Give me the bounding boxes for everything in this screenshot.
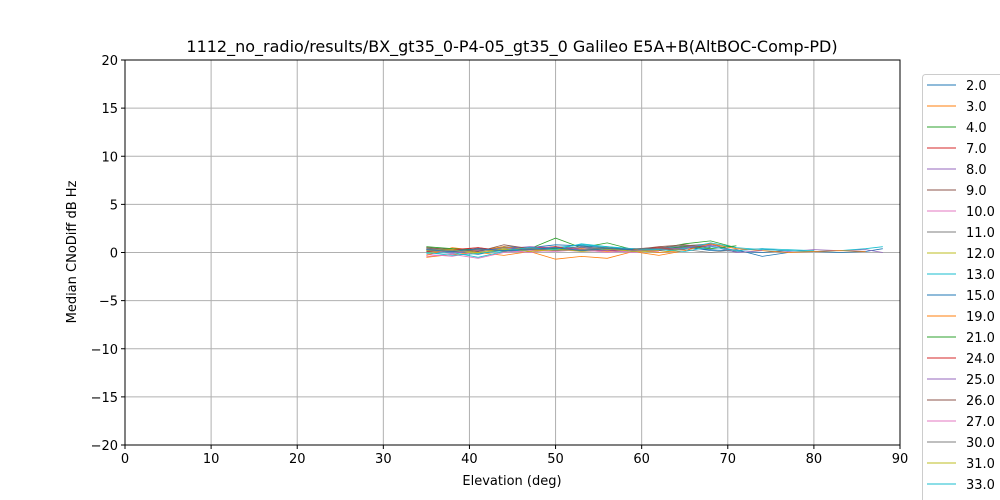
y-tick-label: −10 (91, 343, 118, 358)
x-tick-label: 50 (547, 452, 564, 467)
x-tick-label: 10 (203, 452, 220, 467)
y-tick-label: 10 (101, 150, 118, 165)
x-tick-label: 90 (892, 452, 909, 467)
legend-label-12.0: 12.0 (966, 247, 995, 262)
legend-box (922, 74, 1000, 500)
x-tick-label: 20 (289, 452, 306, 467)
legend-label-26.0: 26.0 (966, 394, 995, 409)
axis-ticks: 0 10 20 30 40 50 60 70 80 90 −20 −15 −10 −5 0 5 10 15 20 (91, 54, 909, 467)
legend-label-31.0: 31.0 (966, 457, 995, 472)
legend-label-21.0: 21.0 (966, 331, 995, 346)
legend-label-15.0: 15.0 (966, 289, 995, 304)
legend-label-19.0: 19.0 (966, 310, 995, 325)
legend-label-10.0: 10.0 (966, 205, 995, 220)
series-line-34.0 (426, 247, 634, 252)
legend-label-2.0: 2.0 (966, 79, 987, 94)
legend-label-33.0: 33.0 (966, 478, 995, 493)
legend-label-3.0: 3.0 (966, 100, 987, 115)
series-line-31.0 (426, 248, 659, 253)
legend-label-11.0: 11.0 (966, 226, 995, 241)
x-tick-label: 30 (375, 452, 392, 467)
legend: 2.0 3.0 4.0 7.0 8.0 9.0 10.0 11.0 12.0 13.0 15.0 19… (922, 74, 1000, 500)
series-line-33.0 (426, 243, 814, 256)
chart-title: 1112_no_radio/results/BX_gt35_0-P4-05_gt… (186, 37, 837, 57)
y-tick-label: 0 (110, 247, 118, 262)
y-tick-label: 15 (101, 102, 118, 117)
legend-label-7.0: 7.0 (966, 142, 987, 157)
series-line-30.0 (426, 247, 737, 253)
legend-label-4.0: 4.0 (966, 121, 987, 136)
legend-label-8.0: 8.0 (966, 163, 987, 178)
legend-label-13.0: 13.0 (966, 268, 995, 283)
x-tick-label: 80 (806, 452, 823, 467)
legend-label-30.0: 30.0 (966, 436, 995, 451)
x-tick-label: 70 (720, 452, 737, 467)
y-tick-label: −20 (91, 439, 118, 454)
y-tick-label: 20 (101, 54, 118, 69)
legend-label-9.0: 9.0 (966, 184, 987, 199)
x-tick-label: 60 (633, 452, 650, 467)
x-tick-label: 40 (461, 452, 478, 467)
legend-label-25.0: 25.0 (966, 373, 995, 388)
series-lines (426, 237, 883, 260)
y-axis-label: Median CNoDiff dB Hz (65, 180, 80, 323)
x-tick-label: 0 (121, 452, 129, 467)
x-axis-label: Elevation (deg) (462, 474, 561, 489)
legend-label-24.0: 24.0 (966, 352, 995, 367)
legend-label-27.0: 27.0 (966, 415, 995, 430)
y-tick-label: 5 (110, 198, 118, 213)
y-tick-label: −5 (99, 295, 118, 310)
series-line-27.0 (426, 249, 659, 259)
y-tick-label: −15 (91, 391, 118, 406)
